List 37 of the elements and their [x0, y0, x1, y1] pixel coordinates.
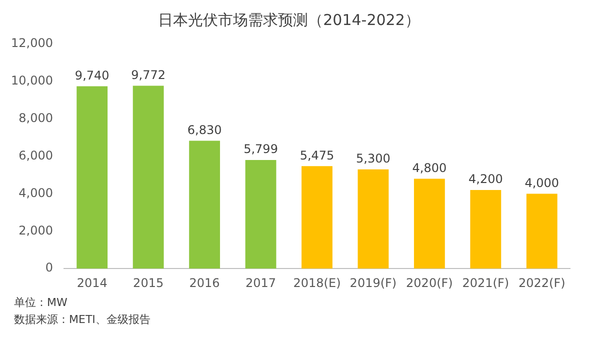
bar	[245, 160, 276, 269]
data-label: 4,000	[524, 176, 560, 190]
bar	[76, 86, 108, 269]
y-tick-label: 4,000	[18, 186, 53, 200]
data-label: 9,740	[74, 68, 110, 82]
bar	[302, 166, 332, 269]
data-label: 5,475	[300, 148, 334, 162]
data-label: 4,800	[412, 160, 447, 175]
x-tick-label: 2019(F)	[350, 276, 397, 290]
x-tick-label: 2014	[76, 276, 108, 290]
data-label: 6,830	[187, 122, 222, 137]
bar	[526, 194, 558, 269]
bar	[470, 190, 502, 269]
x-tick-label: 2015	[133, 276, 164, 290]
y-tick-label: 0	[45, 260, 53, 275]
x-tick-label: 2020(F)	[406, 276, 453, 290]
data-label: 9,772	[131, 68, 166, 82]
y-tick-label: 2,000	[18, 223, 53, 238]
x-tick-label: 2016	[189, 276, 220, 290]
data-label: 5,799	[244, 142, 278, 156]
bar	[414, 178, 445, 269]
x-tick-label: 2018(E)	[293, 276, 341, 290]
x-tick-label: 2021(F)	[462, 276, 510, 290]
x-tick-label: 2017	[245, 276, 276, 290]
y-tick-label: 12,000	[10, 36, 53, 50]
y-tick-label: 6,000	[18, 148, 53, 162]
source-note: 数据来源：METI、金级报告	[14, 312, 152, 328]
bar	[189, 140, 220, 269]
bar	[132, 86, 164, 269]
text: 单位：MW	[14, 295, 68, 311]
bar	[358, 169, 389, 269]
data-label: 5,300	[356, 152, 390, 166]
y-tick-label: 8,000	[18, 110, 53, 125]
y-tick-label: 10,000	[10, 74, 53, 88]
chart-title: 日本光伏市场需求预测（2014-2022）	[158, 10, 420, 29]
data-label: 4,200	[468, 172, 503, 186]
x-tick-label: 2022(F)	[518, 276, 566, 290]
